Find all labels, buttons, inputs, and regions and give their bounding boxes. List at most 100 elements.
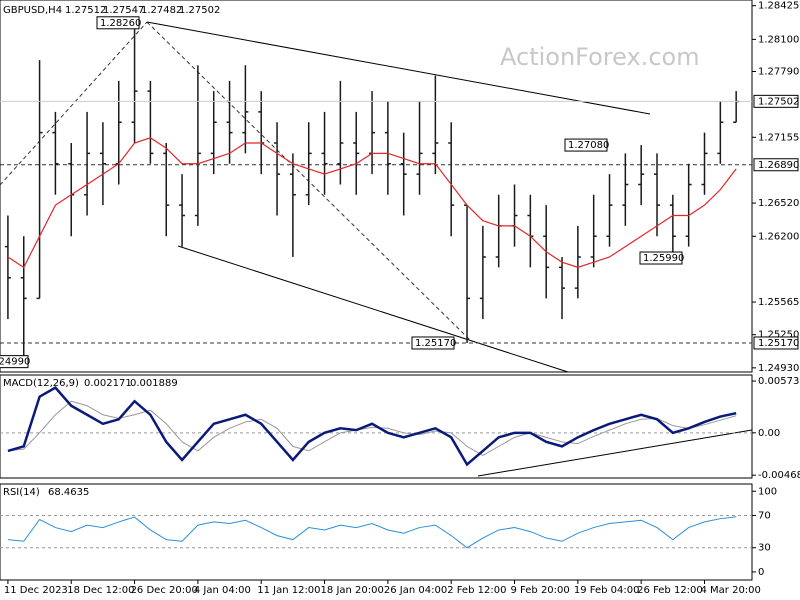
y-tick-label: 1.24930 bbox=[758, 363, 799, 374]
ohlc-bar bbox=[321, 111, 328, 195]
header-value: 1.27502 bbox=[179, 5, 220, 16]
ohlc-bar bbox=[68, 142, 75, 237]
y-tick-label: 1.28425 bbox=[758, 1, 799, 12]
ohlc-bar bbox=[226, 80, 233, 164]
ohlc-bar bbox=[305, 122, 312, 206]
ohlc-bar bbox=[20, 236, 27, 362]
y-tick-label: 70 bbox=[758, 510, 771, 521]
indicator-value: 0.002171 bbox=[84, 378, 132, 389]
ohlc-bar bbox=[4, 215, 11, 320]
ohlc-bar bbox=[210, 91, 217, 175]
trendline bbox=[146, 21, 651, 115]
y-tick-label: 1.26200 bbox=[758, 231, 799, 242]
indicator-line bbox=[7, 386, 737, 467]
ohlc-bar bbox=[464, 204, 471, 343]
x-tick-label: 4 Mar 20:00 bbox=[701, 585, 761, 596]
y-tick-label: 1.25565 bbox=[758, 297, 799, 308]
indicator-name: RSI(14) bbox=[3, 487, 40, 498]
y-tick-label: 0.00573 bbox=[758, 376, 799, 387]
y-tick-label: 0.00 bbox=[758, 428, 780, 439]
level-box bbox=[753, 158, 799, 172]
annotation-box bbox=[0, 355, 29, 369]
ohlc-bar bbox=[685, 163, 692, 247]
ohlc-bar bbox=[163, 142, 170, 237]
ohlc-bar bbox=[242, 65, 249, 154]
ohlc-bar bbox=[179, 174, 186, 247]
ohlc-bar bbox=[654, 153, 661, 237]
y-tick-label: 1.25250 bbox=[758, 330, 799, 341]
trendline bbox=[0, 21, 148, 186]
current-price: 1.27502 bbox=[758, 96, 799, 107]
indicator-value: 68.4635 bbox=[48, 487, 89, 498]
ohlc-bar bbox=[432, 75, 439, 175]
x-tick-label: 26 Jan 04:00 bbox=[384, 585, 447, 596]
price-panel bbox=[0, 0, 753, 373]
y-tick-label: 1.26520 bbox=[758, 198, 799, 209]
trendline bbox=[177, 245, 569, 373]
ohlc-bar bbox=[622, 153, 629, 226]
annotation-label: 1.28260 bbox=[100, 18, 141, 29]
ohlc-bar bbox=[289, 153, 296, 257]
indicator-line bbox=[7, 400, 737, 456]
ohlc-bar bbox=[638, 145, 645, 206]
header-value: 1.27482 bbox=[141, 5, 182, 16]
x-tick-label: 26 Feb 12:00 bbox=[637, 585, 703, 596]
ohlc-bar bbox=[495, 194, 502, 268]
ohlc-bar bbox=[448, 122, 455, 237]
x-tick-label: 19 Feb 04:00 bbox=[574, 585, 640, 596]
ohlc-bar bbox=[131, 22, 138, 143]
watermark: ActionForex.com bbox=[500, 43, 700, 71]
x-tick-label: 26 Dec 20:00 bbox=[131, 585, 198, 596]
ohlc-bar bbox=[274, 122, 281, 216]
ohlc-bar bbox=[52, 111, 59, 195]
y-tick-label: 1.28100 bbox=[758, 34, 799, 45]
level-label: 1.26890 bbox=[758, 160, 799, 171]
ohlc-bar bbox=[36, 60, 43, 300]
x-tick-label: 11 Jan 12:00 bbox=[257, 585, 320, 596]
price-box bbox=[753, 94, 799, 108]
y-tick-label: 0 bbox=[758, 567, 764, 578]
ohlc-bar bbox=[369, 91, 376, 175]
indicator-line bbox=[7, 516, 737, 549]
ohlc-bar bbox=[99, 122, 106, 206]
x-tick-label: 18 Dec 12:00 bbox=[67, 585, 134, 596]
ohlc-bar bbox=[353, 111, 360, 195]
x-tick-label: 2 Feb 12:00 bbox=[447, 585, 506, 596]
trendline bbox=[477, 429, 753, 477]
annotation-box bbox=[564, 138, 608, 152]
y-tick-label: -0.004685 bbox=[758, 470, 800, 481]
y-tick-label: 100 bbox=[758, 486, 777, 497]
header-value: 1.27512 bbox=[65, 5, 106, 16]
ohlc-bar bbox=[559, 256, 566, 320]
ohlc-bar bbox=[479, 225, 486, 320]
annotation-box bbox=[96, 16, 140, 30]
annotation-label: 1.27080 bbox=[568, 140, 609, 151]
ohlc-bar bbox=[416, 101, 423, 195]
ohlc-bar bbox=[194, 65, 201, 226]
y-tick-label: 1.27155 bbox=[758, 132, 799, 143]
ohlc-bar bbox=[384, 101, 391, 195]
x-tick-label: 11 Dec 2023 bbox=[4, 585, 68, 596]
ohlc-bar bbox=[527, 194, 534, 268]
ohlc-bar bbox=[574, 225, 581, 299]
ohlc-bar bbox=[733, 91, 740, 124]
ohlc-bar bbox=[84, 111, 91, 216]
rsi-panel bbox=[0, 483, 753, 581]
annotation-label: 1.25170 bbox=[415, 338, 456, 349]
annotation-label: 1.24990 bbox=[0, 357, 30, 368]
x-tick-label: 18 Jan 20:00 bbox=[321, 585, 384, 596]
macd-panel bbox=[0, 374, 753, 479]
ohlc-bar bbox=[606, 174, 613, 247]
symbol: GBPUSD,H4 bbox=[3, 5, 62, 16]
moving-average bbox=[7, 137, 737, 269]
annotation-box bbox=[411, 336, 455, 350]
x-tick-label: 9 Feb 20:00 bbox=[511, 585, 570, 596]
ohlc-bar bbox=[590, 194, 597, 268]
ohlc-bar bbox=[669, 194, 676, 259]
ohlc-bar bbox=[511, 184, 518, 247]
ohlc-bar bbox=[701, 132, 708, 195]
x-tick-label: 4 Jan 04:00 bbox=[194, 585, 251, 596]
ohlc-bar bbox=[115, 80, 122, 185]
annotation-label: 1.25990 bbox=[643, 253, 684, 264]
